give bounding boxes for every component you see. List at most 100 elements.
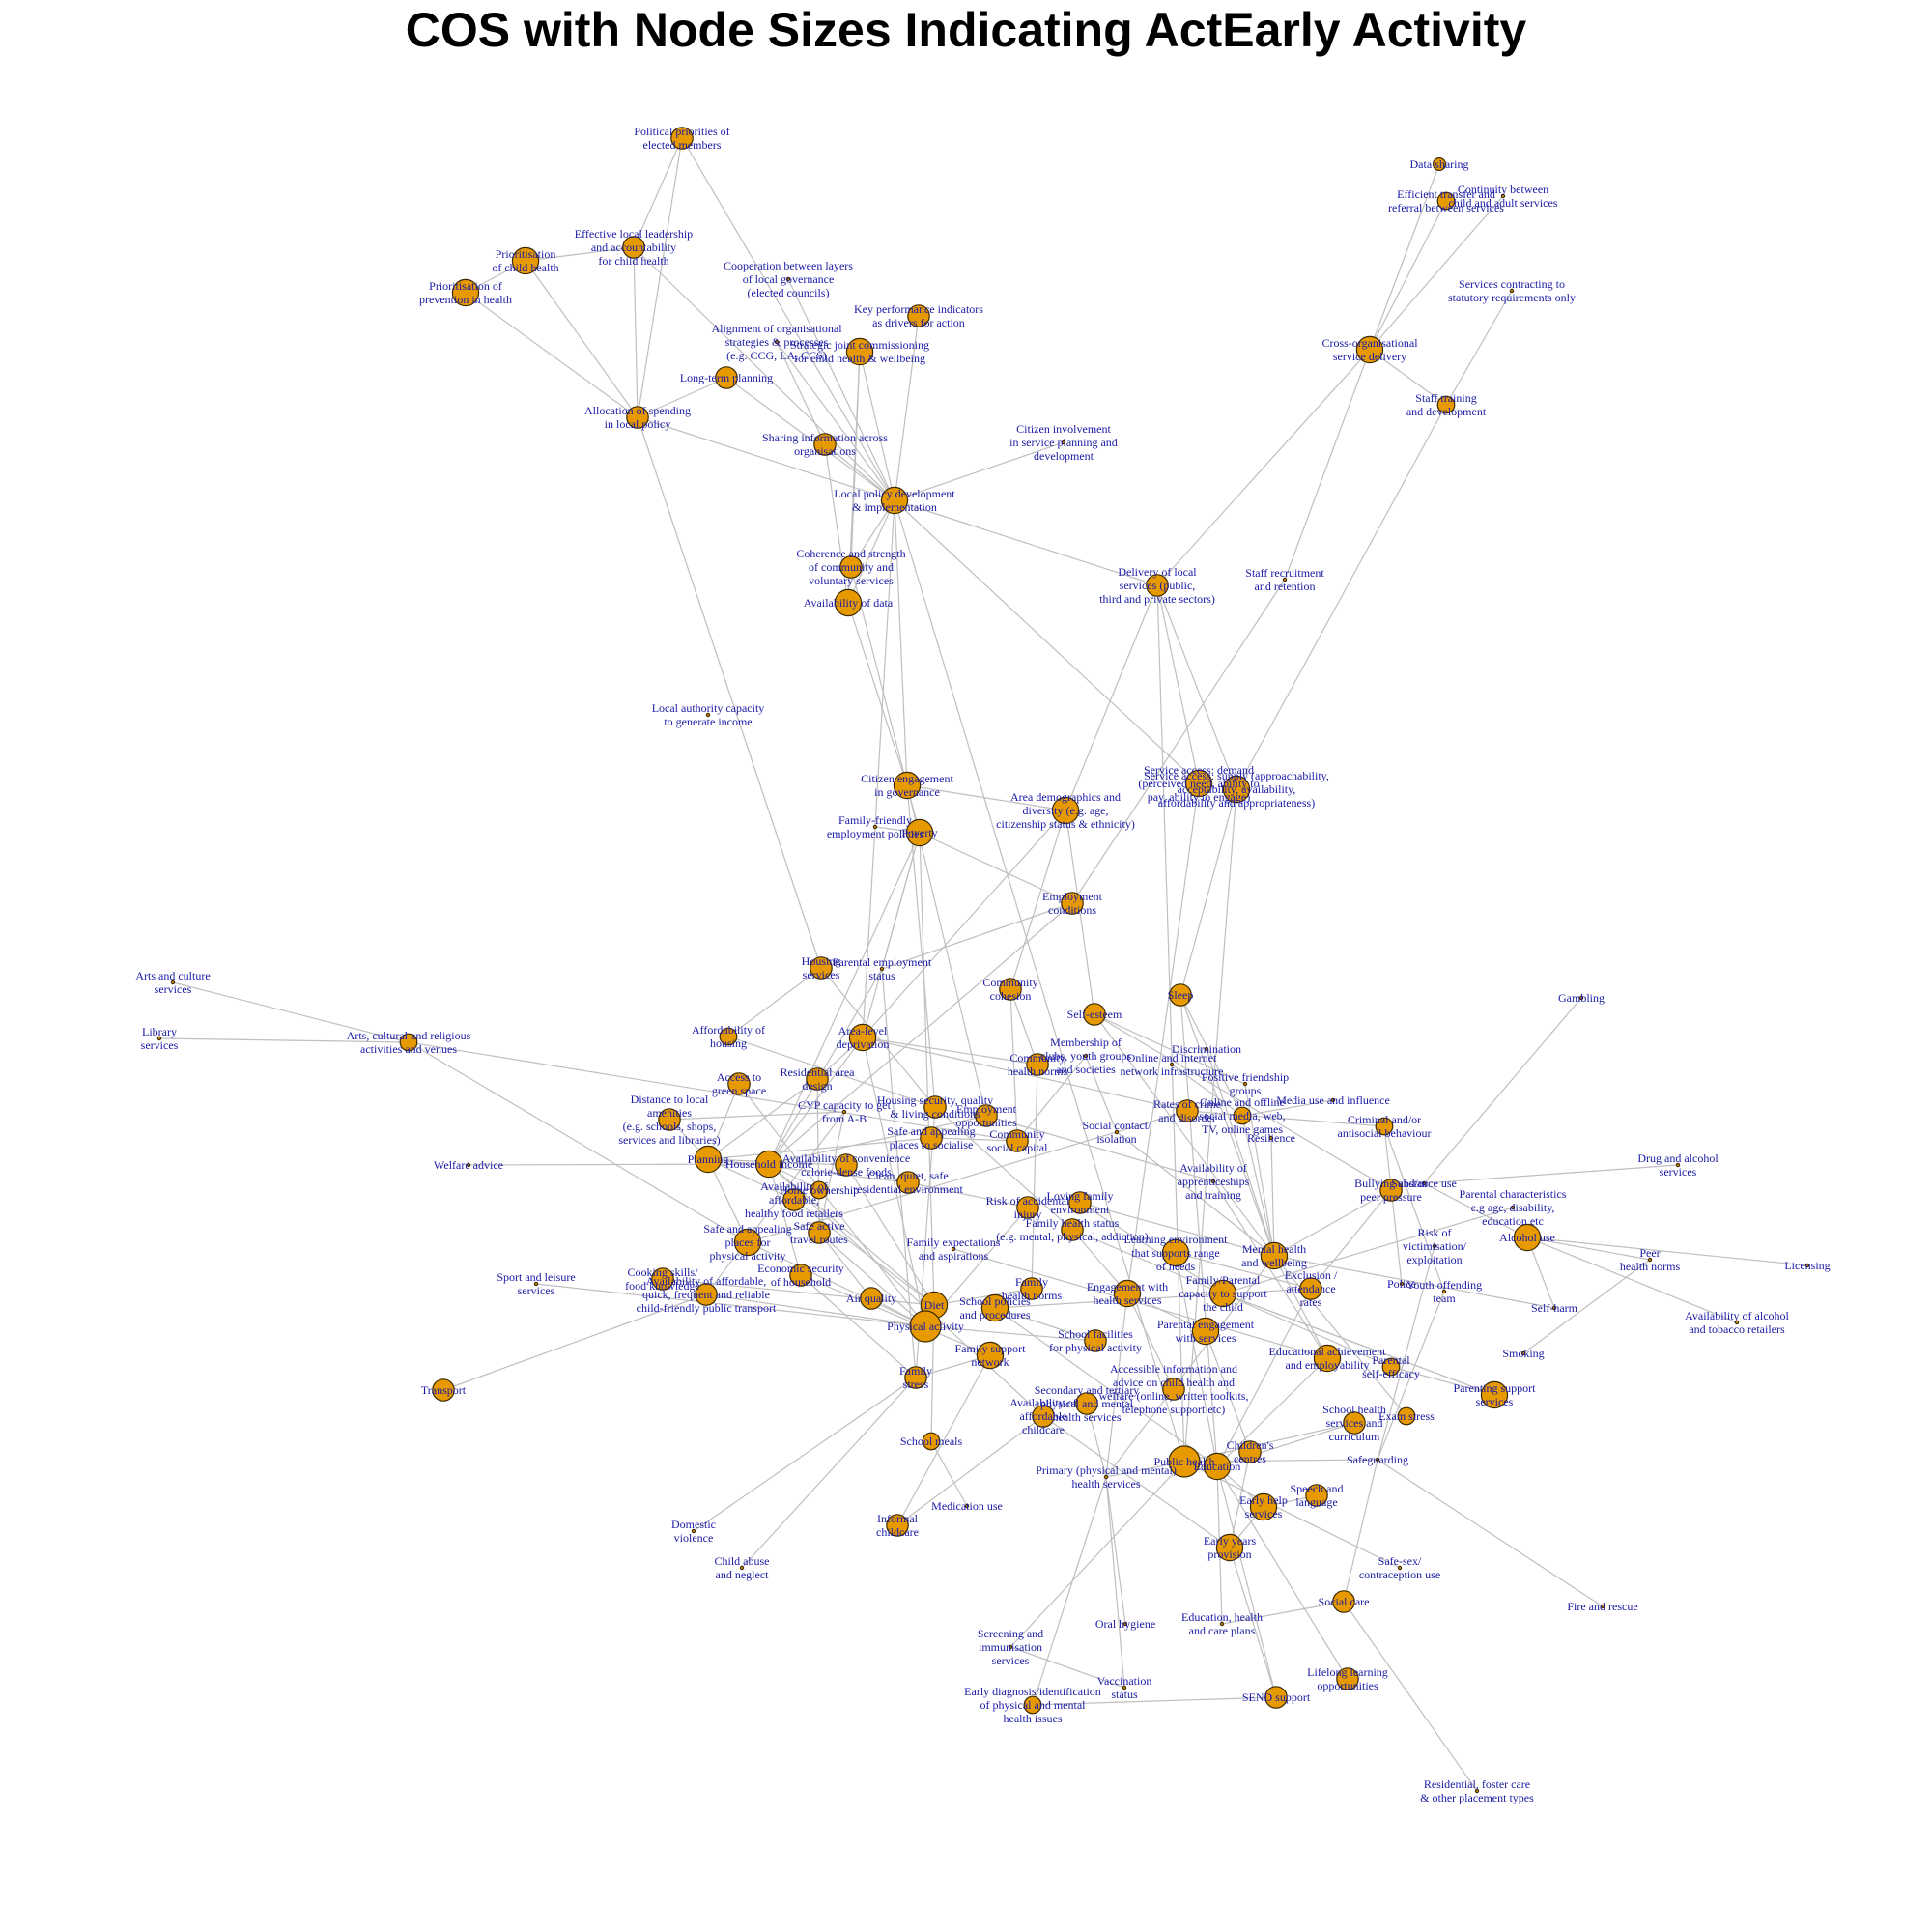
node-ltp[interactable] [715, 366, 738, 389]
node-ediag[interactable] [1023, 1695, 1042, 1715]
node-aoa[interactable] [1210, 1179, 1216, 1184]
node-welf[interactable] [466, 1162, 471, 1168]
node-cqs[interactable] [896, 1171, 920, 1194]
node-acd[interactable] [835, 1153, 858, 1177]
node-disc[interactable] [1204, 1046, 1209, 1052]
node-fhn[interactable] [1020, 1277, 1043, 1300]
node-sat[interactable] [808, 1221, 831, 1244]
node-cit[interactable] [1061, 440, 1066, 445]
node-roi[interactable] [1016, 1196, 1039, 1219]
node-oii[interactable] [1169, 1062, 1175, 1067]
node-exs[interactable] [1397, 1406, 1416, 1426]
node-hsq[interactable] [923, 1095, 947, 1119]
node-tran[interactable] [432, 1378, 455, 1402]
node-infc[interactable] [886, 1514, 909, 1537]
node-alc[interactable] [1513, 1223, 1542, 1252]
node-lib[interactable] [156, 1036, 162, 1041]
node-joint[interactable] [845, 337, 874, 366]
node-sleep[interactable] [1169, 983, 1192, 1007]
node-avd[interactable] [834, 588, 863, 617]
node-lic[interactable] [1804, 1263, 1810, 1268]
node-ssex[interactable] [1397, 1565, 1403, 1571]
node-coop[interactable] [785, 276, 791, 282]
node-ewh[interactable] [1113, 1279, 1142, 1308]
node-aac[interactable] [1032, 1405, 1055, 1428]
node-crim[interactable] [1375, 1117, 1394, 1136]
node-subs[interactable] [1421, 1180, 1427, 1186]
node-alloc[interactable] [626, 406, 649, 429]
node-srr[interactable] [1282, 577, 1288, 582]
node-laci[interactable] [705, 712, 711, 718]
node-coh[interactable] [839, 555, 863, 579]
node-ican[interactable] [739, 1565, 745, 1571]
node-fstr[interactable] [904, 1366, 927, 1389]
node-cyp[interactable] [841, 1109, 847, 1115]
node-acr[interactable] [399, 1033, 418, 1052]
node-pol2[interactable] [1399, 1281, 1405, 1287]
node-exc[interactable] [1299, 1277, 1322, 1300]
node-spp[interactable] [980, 1293, 1009, 1322]
node-ccoh[interactable] [999, 978, 1022, 1001]
node-cc[interactable] [1238, 1440, 1262, 1463]
node-sap[interactable] [920, 1126, 943, 1150]
node-ademo[interactable] [1051, 796, 1080, 825]
node-pse[interactable] [1381, 1357, 1401, 1377]
node-stt[interactable] [1436, 395, 1456, 414]
node-lpd[interactable] [880, 486, 909, 515]
node-send[interactable] [1264, 1686, 1288, 1709]
node-ffep[interactable] [872, 824, 878, 830]
node-empc[interactable] [1061, 892, 1084, 915]
node-pov[interactable] [905, 818, 934, 847]
node-cont[interactable] [1500, 193, 1506, 199]
node-phys[interactable] [909, 1310, 942, 1343]
node-eyp[interactable] [1215, 1533, 1244, 1562]
node-eff[interactable] [622, 236, 645, 259]
node-aahf[interactable] [782, 1188, 806, 1211]
node-aaq[interactable] [695, 1283, 718, 1306]
node-pfg[interactable] [1242, 1081, 1248, 1087]
node-miu[interactable] [1330, 1097, 1336, 1103]
node-kpi[interactable] [907, 304, 930, 327]
node-lfe[interactable] [1068, 1191, 1092, 1214]
node-sharm[interactable] [1551, 1305, 1557, 1311]
node-sas[interactable] [1222, 775, 1251, 804]
node-hown[interactable] [810, 1180, 829, 1200]
node-hinc[interactable] [754, 1150, 783, 1179]
node-sad[interactable] [1184, 769, 1213, 798]
node-hous[interactable] [810, 956, 833, 980]
node-gamb[interactable] [1578, 995, 1584, 1001]
node-dv[interactable] [691, 1528, 696, 1534]
node-smeal[interactable] [922, 1432, 941, 1451]
node-pch[interactable] [511, 246, 540, 275]
node-cos[interactable] [1355, 335, 1384, 364]
node-oral[interactable] [1122, 1621, 1128, 1627]
node-airq[interactable] [860, 1287, 883, 1310]
node-fhs[interactable] [1061, 1218, 1084, 1241]
node-peer[interactable] [1647, 1257, 1653, 1263]
node-sfpa[interactable] [1084, 1329, 1107, 1352]
node-csc[interactable] [1006, 1129, 1029, 1152]
node-rfc[interactable] [1474, 1788, 1480, 1794]
node-share[interactable] [813, 433, 837, 456]
node-shsc[interactable] [1343, 1411, 1366, 1435]
node-ds[interactable] [1432, 157, 1446, 172]
node-chn[interactable] [1026, 1053, 1049, 1076]
node-vacc[interactable] [1122, 1685, 1127, 1690]
node-sest[interactable] [1083, 1003, 1106, 1026]
node-pews[interactable] [1191, 1317, 1220, 1346]
node-dda[interactable] [1675, 1162, 1681, 1168]
node-aatr[interactable] [1734, 1320, 1740, 1325]
node-pes[interactable] [879, 966, 885, 972]
node-smh[interactable] [1075, 1392, 1098, 1415]
node-medu[interactable] [964, 1503, 970, 1509]
node-llo[interactable] [1336, 1667, 1359, 1690]
node-dls[interactable] [1146, 574, 1169, 597]
node-cook[interactable] [651, 1267, 674, 1291]
node-sapa[interactable] [733, 1228, 762, 1257]
node-ald[interactable] [848, 1023, 877, 1052]
node-arts[interactable] [170, 980, 176, 985]
node-fam[interactable] [976, 1341, 1005, 1370]
node-pheal[interactable] [1168, 1445, 1201, 1478]
node-scr[interactable] [1008, 1644, 1013, 1650]
node-psup[interactable] [1480, 1380, 1509, 1409]
